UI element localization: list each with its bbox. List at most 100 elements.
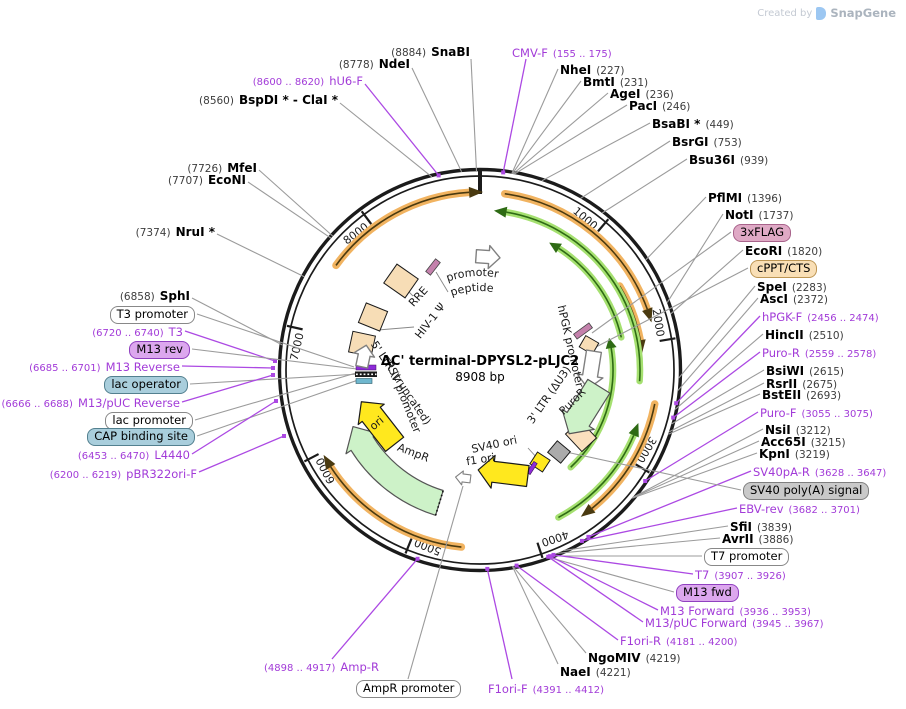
enzyme-label-nsii[interactable]: NsiI (3212): [765, 421, 831, 439]
feature-badge-cap-binding-site[interactable]: CAP binding site: [87, 428, 195, 446]
primer-label-m13-puc-reverse[interactable]: (6666 .. 6688) M13/pUC Reverse: [2, 394, 180, 413]
feature-badge-t3-promoter[interactable]: T3 promoter: [109, 306, 195, 324]
primer-label-l4440[interactable]: (6453 .. 6470) L4440: [78, 446, 190, 465]
cmv-promoter-arrow[interactable]: [474, 244, 501, 270]
enzyme-label-sphi[interactable]: (6858) SphI: [120, 287, 190, 305]
tick-label: 2000: [650, 308, 667, 338]
primer-label-ebv-rev[interactable]: EBV-rev (3682 .. 3701): [739, 500, 860, 519]
enzyme-label-acc65i[interactable]: Acc65I (3215): [761, 433, 846, 451]
enzyme-label-snabi[interactable]: (8884) SnaBI: [391, 43, 470, 61]
enzyme-label-pflmi[interactable]: PflMI (1396): [708, 189, 782, 207]
site-pos: (939): [740, 155, 769, 167]
primer-range: (6200 .. 6219): [49, 470, 122, 481]
enzyme-label-avrii[interactable]: AvrII (3886): [722, 530, 793, 548]
primer-range: (6685 .. 6701): [29, 363, 101, 374]
callout-line: [678, 285, 756, 379]
enzyme-label-mfei[interactable]: (7726) MfeI: [187, 159, 257, 177]
primer-label-f1ori-r[interactable]: F1ori-R (4181 .. 4200): [620, 632, 737, 651]
site-pos: (7726): [187, 163, 223, 175]
3xflag-marker[interactable]: [572, 322, 594, 340]
enzyme-label-bsrgi[interactable]: BsrGI (753): [672, 133, 742, 151]
feature-badge-lac-operator[interactable]: lac operator: [104, 376, 188, 394]
enzyme-label-naei[interactable]: NaeI (4221): [560, 663, 631, 681]
primer-label-amp-r[interactable]: (4898 .. 4917) Amp-R: [264, 658, 379, 677]
ampr-gene-arrow[interactable]: [345, 426, 444, 516]
enzyme-label-nrui[interactable]: (7374) NruI *: [136, 223, 215, 241]
enzyme-label-bspdi-clai[interactable]: (8560) BspDI * - ClaI *: [199, 91, 338, 109]
ori-arrow[interactable]: [348, 392, 407, 455]
enzyme-label-asci[interactable]: AscI (2372): [760, 290, 828, 308]
sv40-polya-box[interactable]: [546, 440, 572, 464]
callout-line: [632, 440, 760, 499]
primer-label-puro-f[interactable]: Puro-F (3055 .. 3075): [760, 404, 873, 423]
primer-label-hu6-f[interactable]: (8600 .. 8620) hU6-F: [253, 72, 363, 91]
primer-badge-m13-rev[interactable]: M13 rev: [129, 341, 190, 359]
enzyme-label-bsiwi[interactable]: BsiWI (2615): [766, 362, 844, 380]
orf-arrowhead: [468, 186, 484, 198]
primer-label-puro-r[interactable]: Puro-R (2559 .. 2578): [762, 344, 876, 363]
primer-site-mark: [485, 566, 490, 571]
primer-callout-line: [198, 435, 285, 473]
primer-label-cmv-f[interactable]: CMV-F (155 .. 175): [512, 44, 612, 63]
site-name: RsrII: [766, 377, 798, 391]
feature-badge-3xflag[interactable]: 3xFLAG: [733, 224, 791, 242]
primer-label-m13-forward[interactable]: M13 Forward (3936 .. 3953): [660, 602, 811, 621]
enzyme-label-bsteii[interactable]: BstEII (2693): [762, 386, 841, 404]
callout-line: [668, 393, 761, 435]
feature-badge-cppt-cts[interactable]: cPPT/CTS: [750, 260, 818, 278]
gp41-marker[interactable]: [425, 258, 441, 276]
enzyme-label-paci[interactable]: PacI (246): [629, 97, 690, 115]
rsv-promoter-arrow[interactable]: [351, 343, 376, 369]
f1-ori-arrow[interactable]: [476, 454, 530, 493]
enzyme-label-hincii[interactable]: HincII (2510): [765, 326, 844, 344]
enzyme-label-noti[interactable]: NotI (1737): [725, 206, 793, 224]
hiv1-psi-box[interactable]: [357, 302, 389, 332]
primer-badge-m13-fwd[interactable]: M13 fwd: [676, 584, 739, 602]
primer-label-m13-reverse[interactable]: (6685 .. 6701) M13 Reverse: [29, 358, 180, 377]
callout-line: [580, 140, 671, 199]
primer-label-sv40pa-r[interactable]: SV40pA-R (3628 .. 3647): [753, 463, 886, 482]
primer-name: Puro-F: [760, 406, 797, 420]
hpgk-promoter-arrow[interactable]: [575, 349, 607, 391]
enzyme-label-ecori[interactable]: EcoRI (1820): [745, 242, 822, 260]
primer-label-hpgk-f[interactable]: hPGK-F (2456 .. 2474): [762, 308, 879, 327]
enzyme-label-sfii[interactable]: SfiI (3839): [730, 518, 792, 536]
enzyme-label-kpni[interactable]: KpnI (3219): [759, 445, 830, 463]
primer-label-pbr322ori-f[interactable]: (6200 .. 6219) pBR322ori-F: [50, 465, 197, 484]
lac-operator-bar[interactable]: [355, 371, 377, 378]
feature-label-ampr[interactable]: AmpR: [396, 441, 432, 465]
feature-label-f1-ori[interactable]: f1 ori: [465, 451, 495, 468]
enzyme-label-nhei[interactable]: NheI (227): [560, 61, 624, 79]
ring-tick: [536, 542, 544, 559]
primer-label-f1ori-f[interactable]: F1ori-F (4391 .. 4412): [488, 680, 604, 699]
primer-label-m13-puc-forward[interactable]: M13/pUC Forward (3945 .. 3967): [645, 614, 824, 633]
plasmid-backbone: [277, 167, 683, 573]
primer-callout-line: [184, 330, 276, 362]
enzyme-label-bmti[interactable]: BmtI (231): [583, 73, 648, 91]
feature-label-sv40-ori[interactable]: SV40 ori: [470, 433, 518, 455]
enzyme-label-bsu36i[interactable]: Bsu36I (939): [689, 151, 768, 169]
cap-binding-site-bar[interactable]: [355, 378, 373, 384]
primer-label-t7[interactable]: T7 (3907 .. 3926): [695, 566, 786, 585]
primer-range: (2456 .. 2474): [807, 313, 879, 324]
puror-gene-arrow[interactable]: [553, 376, 615, 444]
enzyme-label-bsabi[interactable]: BsaBI * (449): [652, 115, 734, 133]
callout-line: [513, 104, 628, 175]
primer-range: (4898 .. 4917): [264, 663, 336, 674]
enzyme-label-agei[interactable]: AgeI (236): [610, 85, 674, 103]
enzyme-label-econi[interactable]: (7707) EcoNI: [168, 171, 246, 189]
ampr-promoter-arrow[interactable]: [455, 470, 472, 486]
feature-badge-ampr-promoter[interactable]: AmpR promoter: [356, 680, 462, 698]
enzyme-label-rsrii[interactable]: RsrII (2675): [766, 375, 837, 393]
cppt-cts-box[interactable]: [578, 334, 600, 356]
feature-badge-sv40-polya[interactable]: SV40 poly(A) signal: [743, 482, 870, 500]
callout-line: [601, 158, 688, 214]
enzyme-label-spei[interactable]: SpeI (2283): [757, 278, 827, 296]
enzyme-label-ngomiv[interactable]: NgoMIV (4219): [588, 649, 681, 667]
feature-badge-lac-promoter[interactable]: lac promoter: [105, 412, 193, 430]
primer-label-t3[interactable]: (6720 .. 6740) T3: [92, 323, 183, 342]
rre-box[interactable]: [383, 263, 419, 299]
enzyme-label-ndei[interactable]: (8778) NdeI: [339, 55, 410, 73]
feature-badge-t7-promoter[interactable]: T7 promoter: [704, 548, 790, 566]
